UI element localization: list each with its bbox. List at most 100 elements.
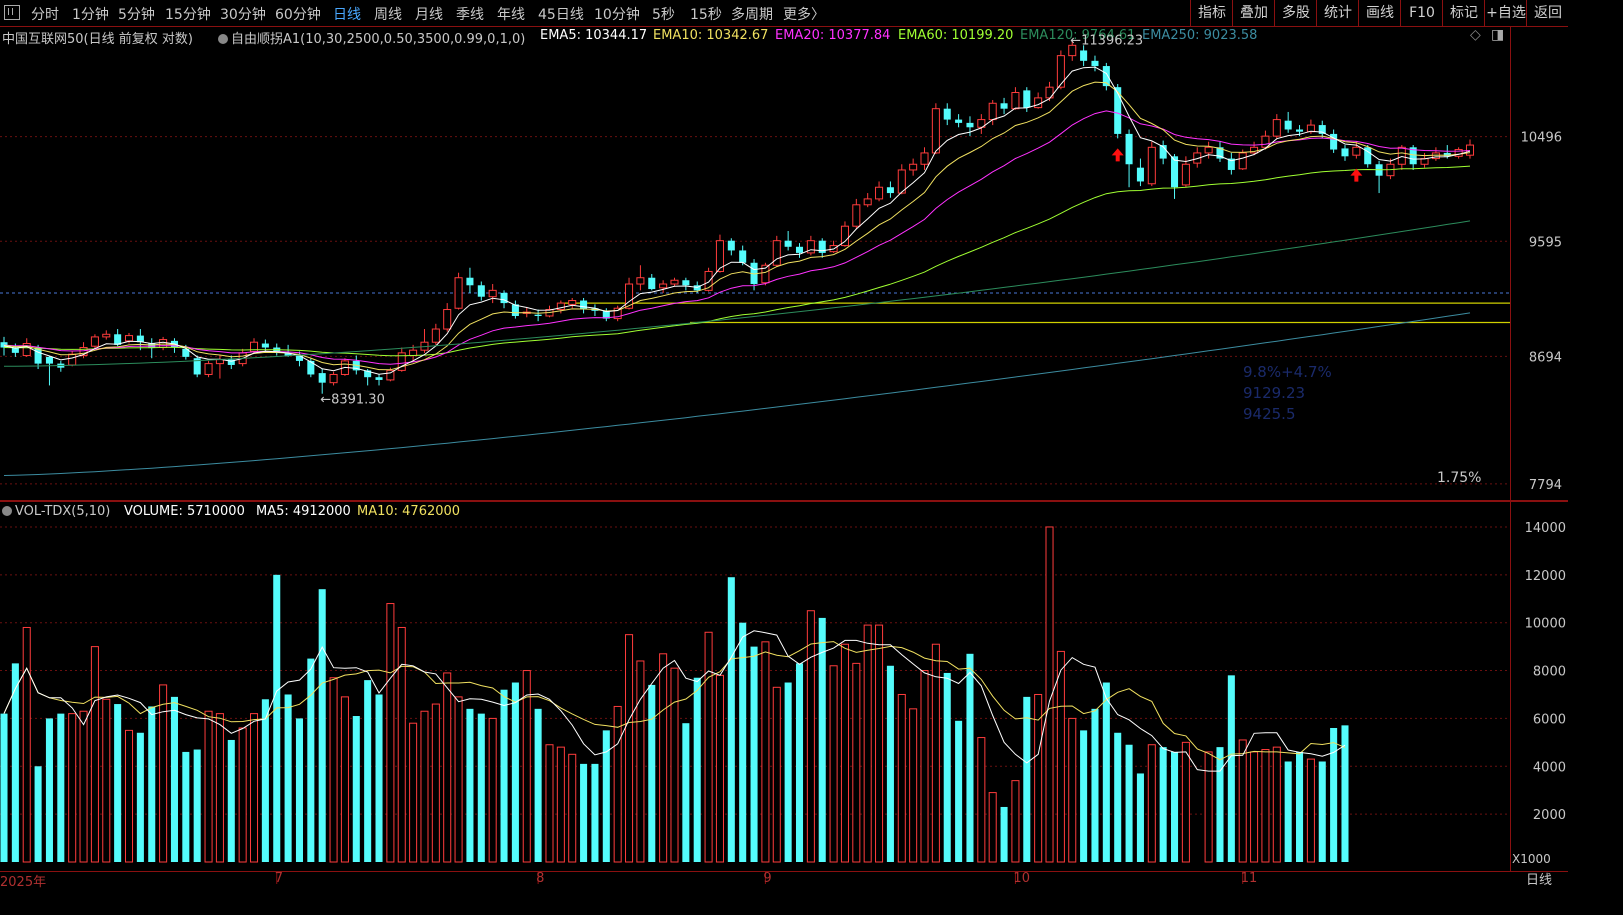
candle-body[interactable]: [534, 314, 542, 316]
volume-bar[interactable]: [761, 641, 770, 863]
candle-body[interactable]: [1136, 167, 1144, 182]
volume-bar[interactable]: [818, 617, 826, 862]
volume-bar[interactable]: [636, 660, 645, 863]
period-tab[interactable]: 更多〉: [783, 7, 825, 23]
volume-bar[interactable]: [238, 727, 247, 863]
volume-bar[interactable]: [648, 684, 656, 862]
volume-bar[interactable]: [0, 713, 8, 862]
candle-body[interactable]: [443, 309, 452, 330]
indicator-formula[interactable]: 自由顺拐A1(10,30,2500,0.50,3500,0.99,0,1,0): [218, 28, 525, 47]
period-tab[interactable]: 季线: [456, 7, 484, 23]
volume-bar[interactable]: [966, 653, 974, 862]
candle-body[interactable]: [1409, 147, 1417, 165]
candle-body[interactable]: [329, 373, 338, 384]
candle-body[interactable]: [1397, 146, 1406, 165]
candle-body[interactable]: [863, 198, 872, 206]
candle-body[interactable]: [682, 280, 690, 286]
candle-body[interactable]: [261, 343, 269, 348]
period-tab[interactable]: 分时: [31, 7, 59, 23]
candle-body[interactable]: [1023, 90, 1031, 108]
toolbar-button[interactable]: 画线: [1358, 0, 1401, 26]
toolbar-button[interactable]: F10: [1400, 0, 1443, 26]
candle-body[interactable]: [920, 152, 929, 165]
toolbar-button[interactable]: 返回: [1526, 0, 1569, 26]
volume-bar[interactable]: [215, 713, 224, 863]
volume-bar[interactable]: [1068, 717, 1077, 863]
candle-body[interactable]: [1114, 87, 1122, 134]
volume-bar[interactable]: [1296, 751, 1304, 862]
candle-body[interactable]: [988, 102, 997, 121]
candle-body[interactable]: [1352, 146, 1361, 156]
candle-body[interactable]: [1181, 163, 1190, 186]
volume-bar[interactable]: [511, 682, 519, 862]
volume-bar[interactable]: [977, 737, 986, 863]
volume-bar[interactable]: [704, 631, 713, 863]
volume-bar[interactable]: [466, 708, 474, 862]
volume-bar[interactable]: [840, 643, 849, 863]
candle-body[interactable]: [431, 328, 440, 343]
volume-bar[interactable]: [920, 670, 929, 863]
candle-body[interactable]: [784, 240, 792, 247]
candle-body[interactable]: [727, 240, 735, 251]
candle-body[interactable]: [1204, 146, 1213, 154]
candle-body[interactable]: [636, 277, 645, 285]
candle-body[interactable]: [659, 283, 668, 289]
volume-bar[interactable]: [397, 626, 406, 863]
volume-bar[interactable]: [931, 643, 940, 863]
candle-body[interactable]: [1272, 119, 1281, 137]
period-tab[interactable]: 1分钟: [72, 7, 109, 23]
volume-bar[interactable]: [1114, 732, 1122, 862]
candle-body[interactable]: [715, 240, 724, 272]
candle-body[interactable]: [1091, 60, 1099, 67]
candle-body[interactable]: [1443, 152, 1451, 157]
candle-body[interactable]: [568, 300, 577, 305]
candle-body[interactable]: [124, 335, 134, 342]
candle-body[interactable]: [1159, 145, 1167, 159]
candle-body[interactable]: [454, 277, 463, 309]
volume-bar[interactable]: [500, 689, 508, 862]
candle-body[interactable]: [364, 370, 372, 378]
candle-body[interactable]: [318, 373, 326, 383]
candle-body[interactable]: [806, 240, 815, 254]
diamond-icon[interactable]: ◇: [1470, 27, 1481, 43]
candle-body[interactable]: [182, 348, 190, 357]
volume-bar[interactable]: [79, 710, 88, 863]
volume-bar[interactable]: [1318, 761, 1326, 862]
volume-bar[interactable]: [1080, 730, 1088, 862]
volume-bar[interactable]: [522, 670, 531, 863]
candle-body[interactable]: [852, 204, 861, 227]
candle-body[interactable]: [90, 336, 99, 347]
candle-body[interactable]: [511, 304, 519, 316]
volume-bar[interactable]: [784, 682, 792, 862]
period-tab[interactable]: 45日线: [538, 7, 584, 23]
volume-bar[interactable]: [943, 672, 951, 862]
volume-bar[interactable]: [204, 710, 213, 863]
volume-bar[interactable]: [261, 699, 269, 862]
volume-bar[interactable]: [22, 626, 31, 863]
period-tab[interactable]: 多周期: [731, 7, 773, 23]
candle-body[interactable]: [148, 343, 156, 348]
candle-body[interactable]: [1080, 50, 1088, 61]
candle-body[interactable]: [704, 270, 713, 291]
period-tab[interactable]: 15秒: [690, 7, 722, 23]
candle-body[interactable]: [897, 169, 906, 194]
candle-body[interactable]: [397, 352, 406, 371]
candle-body[interactable]: [909, 163, 918, 171]
volume-bar[interactable]: [68, 713, 77, 863]
candle-body[interactable]: [840, 225, 849, 247]
period-tab[interactable]: 5秒: [652, 7, 675, 23]
volume-bar[interactable]: [602, 730, 610, 862]
candle-body[interactable]: [500, 292, 508, 304]
candle-body[interactable]: [1193, 152, 1202, 164]
volume-bar[interactable]: [1341, 725, 1349, 862]
candle-body[interactable]: [136, 335, 144, 343]
candle-body[interactable]: [875, 186, 884, 200]
menu-icon[interactable]: [4, 5, 20, 20]
candle-body[interactable]: [375, 377, 383, 380]
volume-bar[interactable]: [1272, 746, 1281, 863]
volume-bar[interactable]: [1216, 747, 1224, 862]
volume-bar[interactable]: [580, 763, 588, 862]
volume-bar[interactable]: [284, 694, 292, 862]
volume-bar[interactable]: [136, 732, 144, 862]
candle-body[interactable]: [602, 310, 610, 319]
